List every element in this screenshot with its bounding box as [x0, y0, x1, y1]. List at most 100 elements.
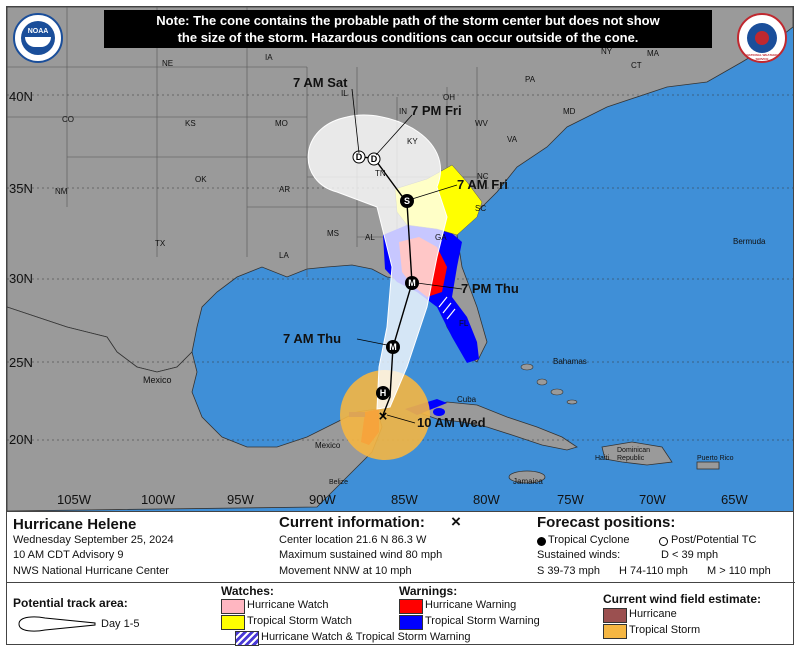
state-sc: SC — [475, 204, 487, 213]
lon-label-95w: 95W — [227, 492, 254, 507]
label-7am-thu: 7 AM Thu — [283, 331, 342, 346]
tropical-storm-warning-swatch — [399, 615, 423, 630]
lat-label-30n: 30N — [9, 271, 33, 286]
state-al: AL — [365, 233, 375, 242]
lon-label-65w: 65W — [721, 492, 748, 507]
label-7am-sat: 7 AM Sat — [293, 75, 348, 90]
hurricane-warning-swatch — [399, 599, 423, 614]
lon-label-75w: 75W — [557, 492, 584, 507]
storm-advisory: 10 AM CDT Advisory 9 — [13, 549, 124, 561]
map-svg: H M M S D D × — [7, 7, 793, 511]
map-panel: H M M S D D × 40N 35N 30N 25N 20N 1 — [6, 6, 794, 512]
svg-text:D: D — [356, 152, 363, 162]
state-ne: NE — [162, 59, 174, 68]
hurricane-watch-ts-warning-swatch — [235, 631, 259, 646]
forecast-s: S 39-73 mph — [537, 565, 600, 577]
tropical-storm-watch-swatch — [221, 615, 245, 630]
forecast-positions-title: Forecast positions: — [537, 514, 676, 531]
lat-label-20n: 20N — [9, 432, 33, 447]
lat-label-40n: 40N — [9, 89, 33, 104]
puerto-rico — [696, 461, 720, 470]
label-10am-wed: 10 AM Wed — [417, 415, 486, 430]
svg-text:M: M — [408, 278, 416, 288]
forecast-tc: Tropical Cyclone — [548, 534, 630, 546]
place-haiti: Haiti — [595, 455, 610, 462]
legend-divider — [7, 582, 795, 583]
state-il: IL — [341, 89, 348, 98]
place-dominican-republic: Dominican Republic — [617, 447, 651, 462]
lon-label-85w: 85W — [391, 492, 418, 507]
state-ga: GA — [435, 233, 447, 242]
state-pa: PA — [525, 75, 536, 84]
lon-label-100w: 100W — [141, 492, 175, 507]
track-area-day: Day 1-5 — [101, 618, 140, 630]
hurricane-watch-swatch — [221, 599, 245, 614]
hurricane-watch-label: Hurricane Watch — [247, 599, 329, 611]
place-jamaica: Jamaica — [513, 477, 543, 486]
state-ma: MA — [647, 49, 659, 58]
nws-logo: NATIONAL WEATHER SERVICE — [737, 13, 787, 63]
wind-hurricane-swatch — [603, 608, 627, 623]
state-ms: MS — [327, 229, 339, 238]
hurricane-watch-ts-warning-label: Hurricane Watch & Tropical Storm Warning — [261, 631, 471, 643]
state-va: VA — [507, 135, 518, 144]
forecast-sustained: Sustained winds: — [537, 549, 621, 561]
bahamas — [520, 363, 578, 405]
place-bermuda: Bermuda — [733, 237, 766, 246]
state-wv: WV — [475, 119, 488, 128]
wind-tropical-storm-label: Tropical Storm — [629, 624, 701, 636]
tropical-storm-warning-label: Tropical Storm Warning — [425, 615, 540, 627]
current-wind: Maximum sustained wind 80 mph — [279, 549, 443, 561]
lon-label-90w: 90W — [309, 492, 336, 507]
current-info-title: Current information: — [279, 514, 425, 531]
lon-label-70w: 70W — [639, 492, 666, 507]
forecast-m: M > 110 mph — [707, 565, 771, 577]
mexico-landmass — [7, 306, 383, 511]
forecast-cone — [307, 114, 448, 410]
storm-date: Wednesday September 25, 2024 — [13, 534, 174, 546]
state-fl: FL — [459, 319, 469, 328]
forecast-h: H 74-110 mph — [619, 565, 688, 577]
state-co: CO — [62, 115, 74, 124]
wind-field-title: Current wind field estimate: — [603, 592, 762, 606]
svg-text:M: M — [389, 342, 397, 352]
lat-label-25n: 25N — [9, 355, 33, 370]
forecast-d: D < 39 mph — [661, 549, 719, 561]
place-cuba: Cuba — [457, 395, 477, 404]
state-nc: NC — [477, 172, 489, 181]
legend-panel: Hurricane Helene Wednesday September 25,… — [6, 512, 795, 646]
state-ny: NY — [601, 47, 613, 56]
state-mo: MO — [275, 119, 288, 128]
current-location: Center location 21.6 N 86.3 W — [279, 534, 427, 546]
tropical-storm-wind-field — [340, 370, 430, 460]
cone-note-line1: Note: The cone contains the probable pat… — [156, 13, 660, 28]
place-mexico: Mexico — [143, 375, 172, 385]
hurricane-warning-label: Hurricane Warning — [425, 599, 517, 611]
lat-label-35n: 35N — [9, 181, 33, 196]
state-la: LA — [279, 251, 289, 260]
label-leaders — [351, 88, 463, 424]
state-tx: TX — [155, 239, 166, 248]
svg-text:D: D — [371, 154, 378, 164]
place-belize: Belize — [329, 479, 349, 486]
state-in: IN — [399, 107, 407, 116]
cuba — [415, 401, 578, 451]
noaa-logo: NOAA — [13, 13, 63, 63]
state-md: MD — [563, 107, 576, 116]
label-7pm-thu: 7 PM Thu — [461, 281, 519, 296]
cone-note-line2: the size of the storm. Hazardous conditi… — [177, 30, 639, 45]
place-bahamas: Bahamas — [553, 357, 587, 366]
cone-note: Note: The cone contains the probable pat… — [104, 10, 712, 48]
state-ky: KY — [407, 137, 418, 146]
watches-title: Watches: — [221, 584, 274, 598]
warnings-title: Warnings: — [399, 584, 458, 598]
svg-text:H: H — [380, 388, 387, 398]
hurricane-watch-ts-warning-hatch — [438, 296, 456, 320]
track-area-cone-icon — [18, 616, 96, 632]
hispaniola — [601, 441, 673, 466]
label-7am-fri: 7 AM Fri — [457, 177, 508, 192]
nws-logo-text: NATIONAL WEATHER SERVICE — [746, 53, 778, 61]
forecast-post-tc: Post/Potential TC — [671, 534, 757, 546]
lon-label-105w: 105W — [57, 492, 91, 507]
place-mexico-south: Mexico — [315, 441, 341, 450]
